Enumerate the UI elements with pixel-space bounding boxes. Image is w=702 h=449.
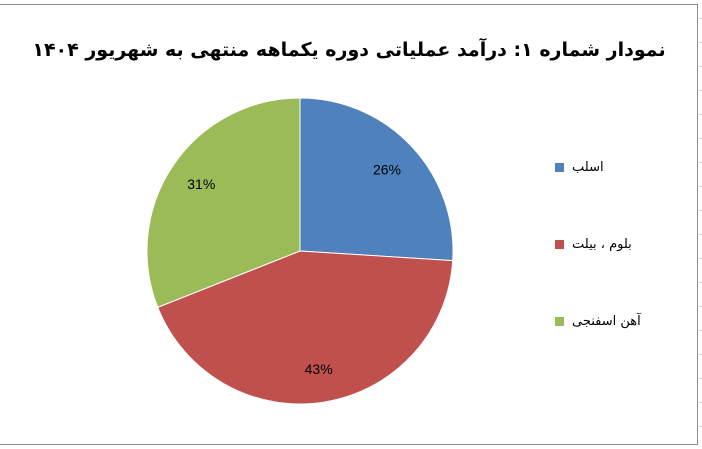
sheet-gridline bbox=[699, 282, 702, 283]
sheet-gridline bbox=[699, 90, 702, 91]
legend-swatch bbox=[555, 317, 564, 326]
data-label: 26% bbox=[373, 161, 401, 177]
legend-item-slab: اسلب bbox=[555, 160, 604, 175]
data-label: 43% bbox=[305, 361, 333, 377]
pie-slice bbox=[299, 97, 454, 262]
legend-item-sponge-iron: آهن اسفنجی bbox=[555, 314, 641, 329]
legend-item-bloom-billet: بلوم ، بیلت bbox=[555, 237, 632, 252]
legend-label: بلوم ، بیلت bbox=[572, 237, 632, 252]
data-label: 31% bbox=[187, 176, 215, 192]
sheet-gridline bbox=[699, 210, 702, 211]
sheet-gridline bbox=[699, 306, 702, 307]
sheet-gridline bbox=[699, 426, 702, 427]
sheet-gridline bbox=[699, 114, 702, 115]
sheet-gridline bbox=[699, 18, 702, 19]
sheet-gridline bbox=[699, 234, 702, 235]
sheet-gridline bbox=[699, 138, 702, 139]
pie-slice bbox=[157, 250, 454, 405]
sheet-gridline bbox=[699, 258, 702, 259]
chart-area: نمودار شماره ۱: درآمد عملیاتی دوره یکماه… bbox=[0, 4, 698, 445]
legend-label: آهن اسفنجی bbox=[572, 314, 641, 329]
sheet-gridline bbox=[699, 66, 702, 67]
legend-swatch bbox=[555, 163, 564, 172]
pie-slice bbox=[146, 97, 301, 308]
pie-plot: 26% 43% 31% bbox=[146, 97, 454, 405]
sheet-gridline bbox=[699, 378, 702, 379]
chart-title: نمودار شماره ۱: درآمد عملیاتی دوره یکماه… bbox=[32, 39, 666, 61]
sheet-gridline bbox=[699, 42, 702, 43]
sheet-gridline bbox=[699, 354, 702, 355]
legend-swatch bbox=[555, 240, 564, 249]
sheet-gridline bbox=[699, 402, 702, 403]
legend-label: اسلب bbox=[572, 160, 604, 175]
sheet-gridline bbox=[699, 330, 702, 331]
sheet-gridline bbox=[699, 162, 702, 163]
sheet-gridline bbox=[699, 186, 702, 187]
